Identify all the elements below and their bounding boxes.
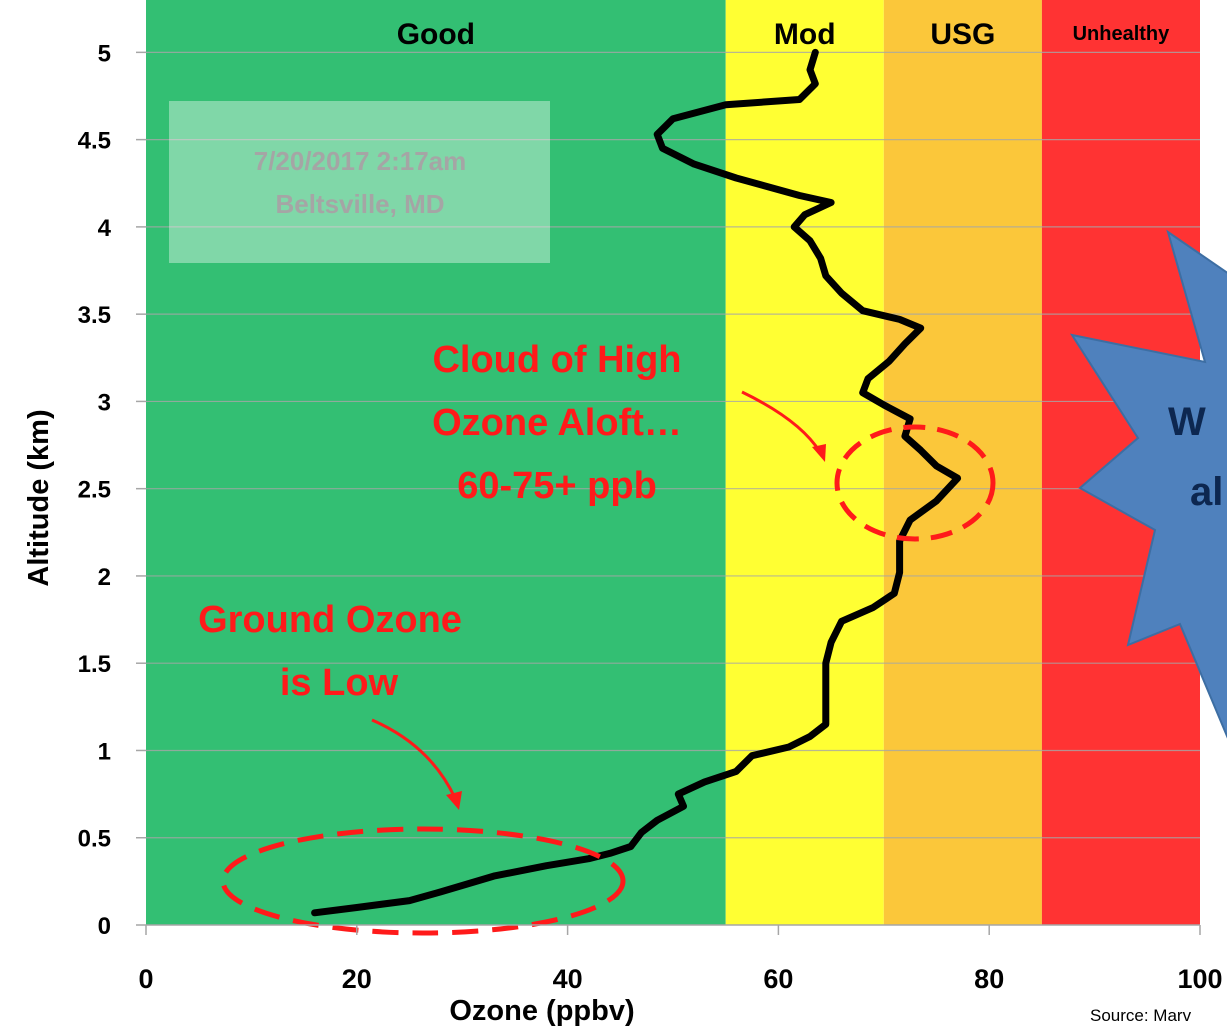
y-tick-label: 0 [98,913,111,940]
x-tick-label: 0 [138,964,153,994]
date-box [169,101,550,263]
callout-line-1: W [1168,400,1206,444]
ozone-profile-line [311,48,962,917]
y-tick-label: 4 [98,215,112,242]
source-note: Source: Marv [1090,1006,1192,1025]
callout-star [1069,229,1227,739]
high-ozone-arrow [741,390,822,453]
x-axis-label: Ozone (ppbv) [449,995,634,1027]
band-usg [883,0,1042,925]
x-tick-label: 60 [763,964,793,994]
y-axis-label: Altitude (km) [23,409,55,586]
high-ozone-arrowhead [812,444,826,462]
date-box-line-1: 7/20/2017 2:17am [254,146,467,176]
band-label-unhealthy: Unhealthy [1073,23,1171,45]
y-tick-label: 4.5 [78,128,111,155]
ground-ozone-line-2: is Low [280,662,399,704]
ground-ozone-annotation: Ground Ozone is Low [198,599,462,704]
high-ozone-annotation: Cloud of High Ozone Aloft… 60-75+ ppb [432,339,682,507]
ground-ozone-line-1: Ground Ozone [198,599,462,641]
y-tick-label: 3.5 [78,302,111,329]
band-good [146,0,726,925]
aqi-bands: Good Mod USG Unhealthy [146,0,1200,925]
band-mod [725,0,884,925]
x-tick-label: 20 [342,964,372,994]
y-tick-label: 1.5 [78,651,111,678]
band-label-good: Good [397,18,475,51]
y-tick-label: 3 [98,389,111,416]
date-box-line-2: Beltsville, MD [275,189,444,219]
ground-ozone-arrow [371,718,457,799]
ground-ozone-arrowhead [446,791,462,810]
y-tick-label: 0.5 [78,826,111,853]
high-ozone-line-1: Cloud of High [432,339,681,381]
y-tick-label: 5 [98,40,111,67]
x-tick-label: 100 [1177,964,1222,994]
band-label-usg: USG [930,18,995,51]
y-axis-ticks: 0 0.5 1 1.5 2 2.5 3 3.5 4 4.5 5 [78,40,146,940]
high-ozone-line-2: Ozone Aloft… [432,402,682,444]
y-tick-label: 2 [98,564,111,591]
x-tick-label: 40 [553,964,583,994]
x-tick-label: 80 [974,964,1004,994]
callout-line-2: al [1190,470,1223,514]
high-ozone-line-3: 60-75+ ppb [457,465,657,507]
ground-ozone-ellipse [220,826,626,936]
x-axis-ticks: 0 20 40 60 80 100 [138,925,1223,994]
y-tick-label: 2.5 [78,477,111,504]
y-tick-label: 1 [98,738,111,765]
high-ozone-ellipse [834,424,996,542]
band-label-mod: Mod [774,18,836,51]
